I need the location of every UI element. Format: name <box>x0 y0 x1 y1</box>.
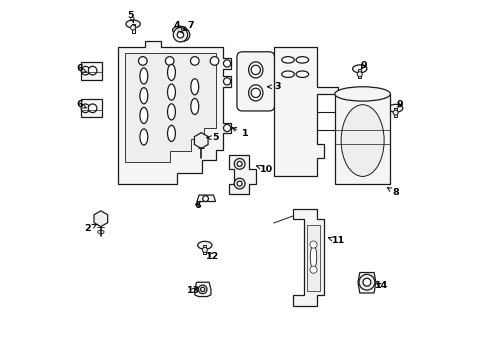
Text: 5: 5 <box>128 10 134 22</box>
Bar <box>203 245 206 254</box>
Polygon shape <box>94 211 108 226</box>
Ellipse shape <box>248 85 263 101</box>
Circle shape <box>223 78 231 85</box>
Text: 3: 3 <box>268 82 280 91</box>
Circle shape <box>177 28 190 41</box>
Circle shape <box>359 274 375 290</box>
Ellipse shape <box>140 107 148 123</box>
Circle shape <box>139 57 147 65</box>
Text: 14: 14 <box>375 281 389 290</box>
Ellipse shape <box>282 71 294 77</box>
Bar <box>81 62 102 80</box>
Text: 7: 7 <box>183 21 194 31</box>
Ellipse shape <box>140 87 148 104</box>
Text: 11: 11 <box>328 237 345 246</box>
Circle shape <box>223 60 231 67</box>
Ellipse shape <box>168 125 175 141</box>
Bar <box>132 24 135 33</box>
Circle shape <box>200 287 205 292</box>
Circle shape <box>234 178 245 189</box>
Circle shape <box>357 72 362 77</box>
Circle shape <box>210 57 219 65</box>
Ellipse shape <box>335 87 391 101</box>
Circle shape <box>310 241 317 248</box>
Polygon shape <box>358 273 376 293</box>
Polygon shape <box>197 195 216 202</box>
Ellipse shape <box>168 64 175 81</box>
Text: 6: 6 <box>76 100 86 109</box>
Circle shape <box>166 57 174 65</box>
Circle shape <box>393 110 398 115</box>
Circle shape <box>88 104 97 113</box>
Ellipse shape <box>168 84 175 100</box>
Text: 8: 8 <box>387 188 399 197</box>
Ellipse shape <box>389 104 403 112</box>
Text: 13: 13 <box>186 286 199 295</box>
Circle shape <box>81 66 90 75</box>
Text: 9: 9 <box>360 61 367 70</box>
Circle shape <box>81 104 90 113</box>
Text: 4: 4 <box>173 21 183 33</box>
Circle shape <box>363 278 371 286</box>
Polygon shape <box>195 133 208 148</box>
Bar <box>307 225 320 291</box>
Ellipse shape <box>310 246 317 269</box>
Text: 9: 9 <box>396 100 403 109</box>
Circle shape <box>131 25 136 30</box>
Ellipse shape <box>191 79 199 95</box>
Polygon shape <box>229 155 256 194</box>
Circle shape <box>173 28 188 42</box>
Text: 12: 12 <box>206 252 220 261</box>
Text: 10: 10 <box>257 165 273 174</box>
Circle shape <box>203 196 208 202</box>
Ellipse shape <box>296 71 309 77</box>
Polygon shape <box>294 209 324 306</box>
Text: 6: 6 <box>76 64 86 73</box>
Bar <box>335 94 390 184</box>
Ellipse shape <box>197 241 212 249</box>
Bar <box>394 108 397 117</box>
Ellipse shape <box>168 104 175 120</box>
Circle shape <box>310 266 317 273</box>
Circle shape <box>202 247 207 252</box>
Polygon shape <box>195 282 211 297</box>
Text: 1: 1 <box>232 127 248 138</box>
Circle shape <box>198 285 207 294</box>
FancyBboxPatch shape <box>237 52 274 111</box>
Ellipse shape <box>341 105 384 176</box>
Circle shape <box>234 158 245 169</box>
Circle shape <box>177 32 184 38</box>
Polygon shape <box>118 41 231 184</box>
Circle shape <box>191 57 199 65</box>
Ellipse shape <box>353 65 367 73</box>
Ellipse shape <box>191 98 199 114</box>
Polygon shape <box>274 47 338 176</box>
Ellipse shape <box>140 129 148 145</box>
Text: 2: 2 <box>85 224 97 233</box>
Ellipse shape <box>172 26 187 34</box>
Ellipse shape <box>282 57 294 63</box>
Bar <box>358 69 361 78</box>
Circle shape <box>180 32 186 38</box>
Ellipse shape <box>248 62 263 78</box>
Polygon shape <box>125 53 216 162</box>
Text: 6: 6 <box>195 201 201 210</box>
Circle shape <box>223 125 231 132</box>
Bar <box>178 30 181 39</box>
Circle shape <box>177 32 182 37</box>
Circle shape <box>251 88 260 98</box>
Circle shape <box>88 66 97 75</box>
Circle shape <box>237 181 242 186</box>
Ellipse shape <box>98 230 104 234</box>
Ellipse shape <box>140 68 148 84</box>
Bar <box>81 99 102 117</box>
Circle shape <box>251 65 260 75</box>
Ellipse shape <box>296 57 309 63</box>
Ellipse shape <box>126 20 140 28</box>
Circle shape <box>237 161 242 166</box>
Text: 5: 5 <box>207 133 219 142</box>
